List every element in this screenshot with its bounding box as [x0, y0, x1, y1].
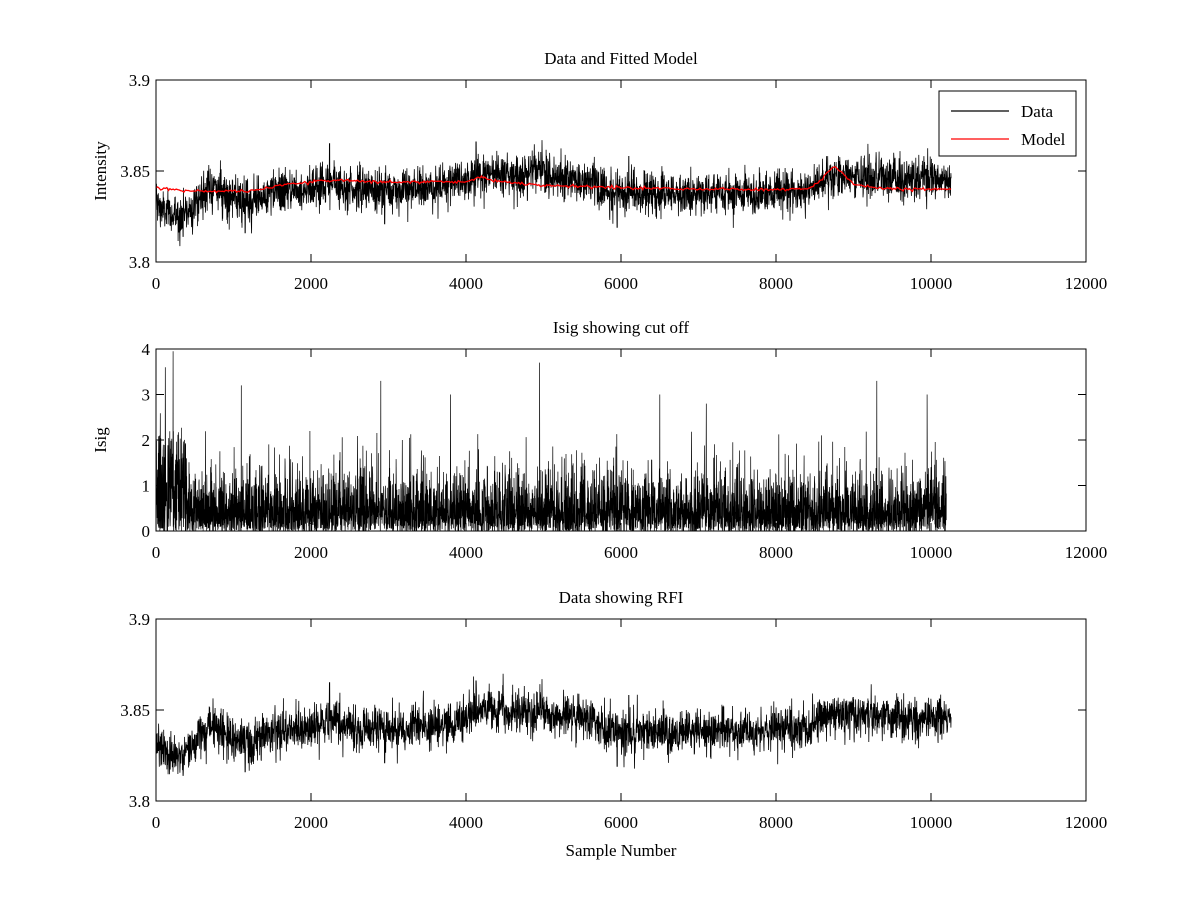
plot-area — [156, 673, 952, 776]
chart-title: Isig showing cut off — [553, 318, 689, 337]
y-tick-label: 3.8 — [129, 253, 150, 272]
y-tick-label: 2 — [142, 431, 151, 450]
y-tick-label: 1 — [142, 477, 151, 496]
x-tick-label: 10000 — [910, 274, 953, 293]
x-tick-label: 4000 — [449, 813, 483, 832]
x-tick-label: 6000 — [604, 813, 638, 832]
series-line-data — [156, 140, 952, 247]
y-tick-label: 4 — [142, 340, 151, 359]
chart-title: Data and Fitted Model — [544, 49, 698, 68]
x-tick-label: 12000 — [1065, 813, 1108, 832]
x-tick-label: 12000 — [1065, 543, 1108, 562]
x-tick-label: 10000 — [910, 543, 953, 562]
legend-box — [938, 90, 1077, 157]
x-tick-label: 8000 — [759, 813, 793, 832]
x-tick-label: 0 — [152, 274, 161, 293]
x-tick-label: 4000 — [449, 274, 483, 293]
series-line-data — [156, 673, 952, 776]
x-tick-label: 2000 — [294, 813, 328, 832]
y-tick-label: 3.85 — [120, 701, 150, 720]
legend: Data Model — [938, 90, 1077, 157]
y-axis-label: Isig — [91, 427, 110, 453]
x-tick-label: 8000 — [759, 543, 793, 562]
x-tick-label: 2000 — [294, 274, 328, 293]
y-tick-label: 3.9 — [129, 71, 150, 90]
y-tick-label: 3.85 — [120, 162, 150, 181]
x-tick-label: 4000 — [449, 543, 483, 562]
x-tick-label: 0 — [152, 543, 161, 562]
series-line-model — [156, 165, 952, 194]
legend-label: Model — [1021, 130, 1066, 149]
plot-area — [156, 140, 952, 247]
x-tick-label: 2000 — [294, 543, 328, 562]
legend-label: Data — [1021, 102, 1054, 121]
chart-title: Data showing RFI — [559, 588, 684, 607]
y-tick-label: 0 — [142, 522, 151, 541]
x-tick-label: 8000 — [759, 274, 793, 293]
x-tick-label: 6000 — [604, 543, 638, 562]
y-tick-label: 3 — [142, 386, 151, 405]
chart-panel-1: Data and Fitted Model Intensity 0 2000 4000 6… — [91, 49, 1107, 293]
x-tick-label: 0 — [152, 813, 161, 832]
chart-panel-2: Isig showing cut off Isig 0 2000 4000 6000 800… — [91, 318, 1107, 562]
y-axis-label: Intensity — [91, 141, 110, 201]
x-tick-label: 6000 — [604, 274, 638, 293]
y-tick-label: 3.9 — [129, 610, 150, 629]
axes-frame — [155, 618, 1087, 802]
x-tick-label: 12000 — [1065, 274, 1108, 293]
chart-panel-3: Data showing RFI Sample Number 0 2000 4000 60… — [120, 588, 1107, 860]
x-axis-label: Sample Number — [566, 841, 677, 860]
plot-area — [156, 351, 947, 531]
x-tick-label: 10000 — [910, 813, 953, 832]
y-tick-label: 3.8 — [129, 792, 150, 811]
series-line-isig — [156, 351, 947, 531]
